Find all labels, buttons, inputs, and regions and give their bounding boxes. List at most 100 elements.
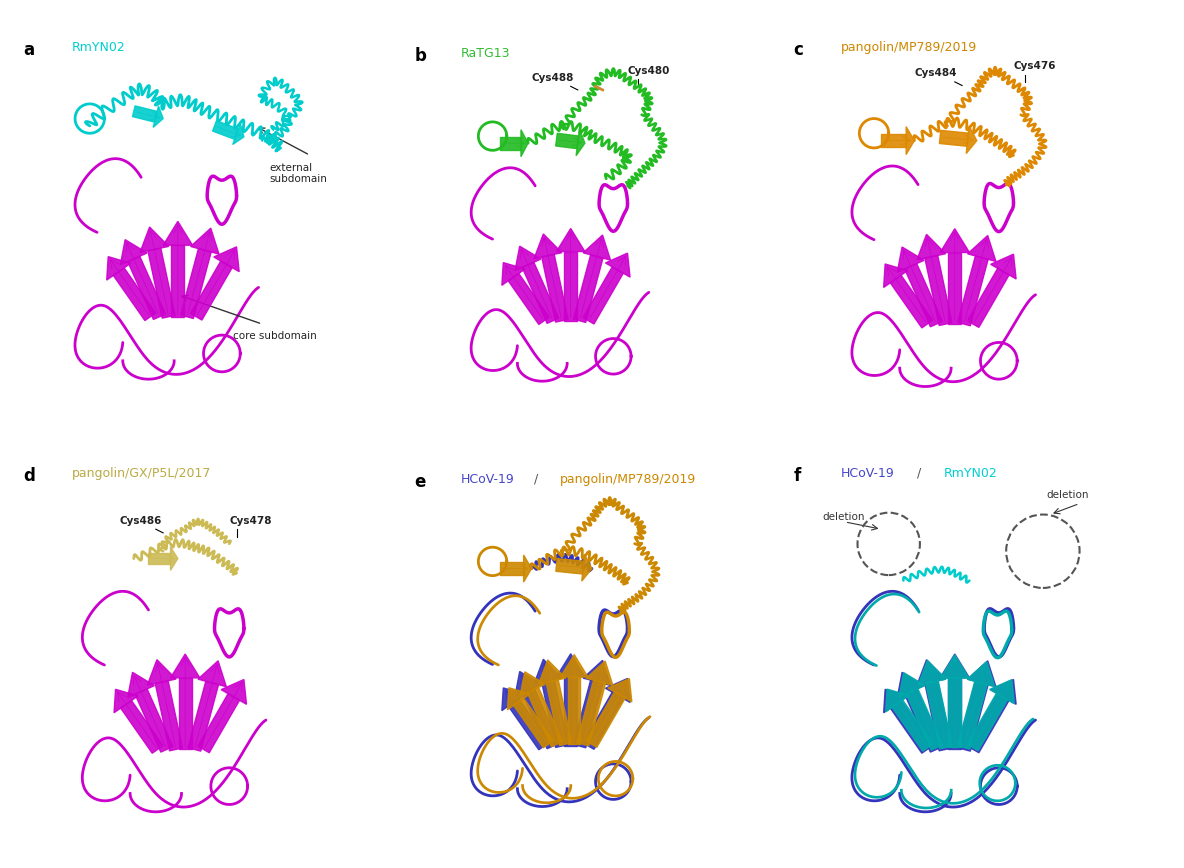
Polygon shape — [135, 689, 173, 752]
Polygon shape — [883, 689, 908, 713]
Text: deletion: deletion — [823, 512, 866, 522]
Polygon shape — [967, 235, 996, 261]
Text: RmYN02: RmYN02 — [71, 42, 126, 55]
Polygon shape — [967, 694, 1008, 751]
Polygon shape — [573, 255, 603, 322]
Polygon shape — [527, 687, 562, 746]
Text: b: b — [414, 47, 426, 65]
Polygon shape — [198, 694, 239, 753]
Text: Cys488: Cys488 — [532, 73, 574, 82]
Text: deletion: deletion — [1047, 490, 1089, 500]
Polygon shape — [508, 687, 530, 710]
Polygon shape — [534, 234, 562, 259]
Polygon shape — [948, 678, 961, 747]
Polygon shape — [214, 247, 239, 272]
Polygon shape — [502, 263, 526, 286]
Text: external
subdomain: external subdomain — [270, 162, 328, 184]
Polygon shape — [967, 661, 995, 687]
Polygon shape — [560, 654, 588, 677]
Polygon shape — [181, 248, 211, 319]
Polygon shape — [542, 680, 568, 747]
Polygon shape — [539, 660, 566, 684]
Polygon shape — [926, 681, 952, 749]
Polygon shape — [191, 261, 232, 320]
Polygon shape — [940, 228, 970, 253]
Polygon shape — [899, 673, 925, 697]
Polygon shape — [546, 680, 572, 746]
Polygon shape — [958, 681, 987, 749]
Polygon shape — [147, 660, 176, 685]
Polygon shape — [148, 553, 170, 564]
Polygon shape — [520, 672, 546, 695]
Polygon shape — [886, 689, 909, 712]
Polygon shape — [581, 554, 592, 581]
Polygon shape — [586, 692, 625, 747]
Text: e: e — [414, 472, 426, 490]
Polygon shape — [198, 661, 226, 687]
Polygon shape — [583, 661, 611, 686]
Polygon shape — [948, 678, 961, 749]
Polygon shape — [508, 699, 549, 750]
Polygon shape — [991, 680, 1016, 704]
Polygon shape — [514, 698, 553, 747]
Polygon shape — [916, 234, 946, 260]
Text: /: / — [913, 467, 925, 480]
Polygon shape — [522, 262, 559, 324]
Polygon shape — [133, 106, 157, 122]
Polygon shape — [523, 555, 532, 582]
Polygon shape — [534, 660, 562, 684]
Polygon shape — [883, 264, 908, 287]
Text: RmYN02: RmYN02 — [944, 467, 997, 480]
Polygon shape — [508, 273, 549, 325]
Text: core subdomain: core subdomain — [233, 332, 316, 341]
Polygon shape — [948, 253, 961, 324]
Polygon shape — [990, 680, 1015, 704]
Polygon shape — [906, 127, 914, 155]
Polygon shape — [958, 681, 989, 751]
Polygon shape — [556, 654, 585, 677]
Text: /: / — [530, 472, 542, 485]
Polygon shape — [916, 660, 946, 685]
Polygon shape — [188, 681, 219, 751]
Polygon shape — [515, 672, 541, 696]
Text: pangolin/MP789/2019: pangolin/MP789/2019 — [841, 42, 977, 55]
Polygon shape — [213, 121, 238, 140]
Polygon shape — [221, 680, 246, 704]
Polygon shape — [153, 106, 163, 128]
Text: Cys480: Cys480 — [628, 66, 670, 76]
Polygon shape — [991, 254, 1016, 279]
Polygon shape — [565, 677, 577, 746]
Polygon shape — [502, 688, 526, 711]
Polygon shape — [573, 681, 603, 747]
Polygon shape — [967, 268, 1009, 327]
Polygon shape — [607, 679, 632, 702]
Polygon shape — [583, 235, 611, 260]
Polygon shape — [121, 240, 147, 265]
Polygon shape — [155, 681, 182, 751]
Polygon shape — [925, 255, 952, 326]
Polygon shape — [905, 689, 942, 752]
Polygon shape — [568, 677, 580, 744]
Polygon shape — [905, 264, 942, 326]
Polygon shape — [881, 134, 906, 148]
Polygon shape — [114, 689, 139, 713]
Polygon shape — [958, 256, 989, 326]
Text: Cys484: Cys484 — [914, 69, 957, 78]
Polygon shape — [890, 275, 933, 328]
Polygon shape — [586, 661, 613, 686]
Text: f: f — [793, 467, 800, 485]
Polygon shape — [966, 126, 977, 154]
Polygon shape — [128, 256, 166, 319]
Text: Cys476: Cys476 — [1014, 61, 1056, 71]
Text: pangolin/MP789/2019: pangolin/MP789/2019 — [560, 472, 696, 485]
Polygon shape — [565, 252, 577, 321]
Polygon shape — [522, 687, 559, 749]
Polygon shape — [107, 257, 130, 280]
Polygon shape — [918, 661, 946, 685]
Text: HCoV-19: HCoV-19 — [461, 472, 514, 485]
Polygon shape — [577, 129, 585, 155]
Polygon shape — [897, 247, 924, 273]
Polygon shape — [897, 673, 924, 698]
Polygon shape — [967, 694, 1009, 753]
Polygon shape — [925, 681, 952, 751]
